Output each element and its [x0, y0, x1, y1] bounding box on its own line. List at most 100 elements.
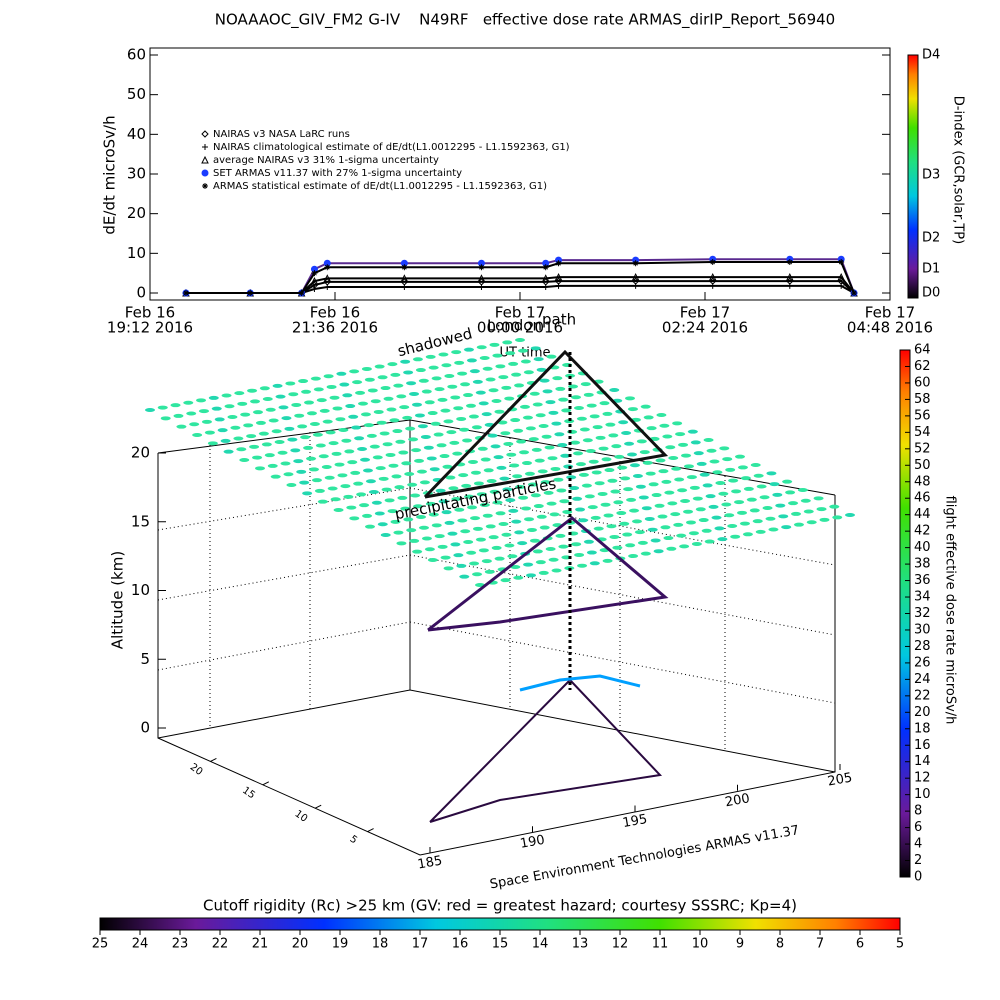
dose-cell: [349, 516, 360, 521]
dose-cell: [477, 446, 488, 451]
dose-cell: [550, 466, 561, 471]
colorbar-tick-label: 15: [492, 937, 509, 952]
dose-cell: [453, 553, 464, 558]
point: [400, 274, 409, 282]
dose-cell: [298, 379, 309, 384]
x-tick-label: Feb 17: [680, 304, 730, 322]
dose-cell: [651, 493, 662, 498]
dose-cell: [532, 549, 543, 554]
dose-cell: [469, 561, 480, 566]
dose-cell: [503, 441, 514, 446]
dose-cell: [258, 431, 269, 436]
dose-cell: [443, 419, 454, 424]
dose-cell: [275, 394, 286, 399]
dose-cell: [472, 572, 483, 577]
dose-cell: [481, 559, 492, 564]
dose-cell: [752, 519, 763, 524]
dose-cell: [513, 428, 524, 433]
dose-cell: [683, 509, 694, 514]
y-tick-label: 10: [127, 244, 146, 262]
dose-cell: [631, 519, 642, 524]
dose-cell: [597, 491, 608, 496]
dose-cell: [693, 451, 704, 456]
dose-cell: [311, 478, 322, 483]
colorbar-tick-label: 26: [914, 655, 931, 670]
dose-cell: [582, 438, 593, 443]
colorbar-tick-label: 5: [896, 937, 904, 952]
point: [632, 282, 639, 289]
dose-cell: [644, 516, 655, 521]
dose-cell: [586, 550, 597, 555]
dose-cell: [466, 550, 477, 555]
dose-cell: [819, 517, 830, 522]
dose-cell: [670, 512, 681, 517]
x-tick-label: 00:00 2016: [477, 319, 563, 337]
dose-cell: [293, 459, 304, 464]
dose-cell: [471, 425, 482, 430]
dose-cell: [665, 445, 676, 450]
colorbar-tick-label: 11: [652, 937, 669, 952]
dose-cell: [495, 364, 506, 369]
dose-cell: [351, 425, 362, 430]
map-grid: [409, 554, 836, 636]
colorbar-tick-label: 7: [816, 937, 824, 952]
dose-cell: [468, 459, 479, 464]
dose-cell: [675, 432, 686, 437]
dose-cell: [312, 432, 323, 437]
dose-cell: [772, 492, 783, 497]
dose-cell: [478, 548, 489, 553]
point: [247, 290, 254, 296]
map-floor-back: [157, 689, 836, 773]
dose-cell: [345, 404, 356, 409]
dose-cell: [495, 511, 506, 516]
dose-cell: [564, 419, 575, 424]
dose-cell: [340, 484, 351, 489]
dose-cell: [735, 454, 745, 459]
dose-cell: [511, 519, 522, 524]
dose-cell: [539, 378, 550, 383]
dose-cell: [605, 422, 616, 427]
dose-cell: [261, 442, 272, 447]
dose-cell: [756, 484, 767, 489]
colorbar-tick-label: 8: [776, 937, 784, 952]
dose-cell: [451, 497, 462, 502]
dose-cell: [227, 415, 238, 420]
colorbar-tick-label: 6: [856, 937, 864, 952]
dose-cell: [504, 543, 515, 548]
colorbar-tick-label: 40: [914, 540, 931, 555]
dose-cell: [433, 432, 444, 437]
dose-cell: [299, 480, 310, 485]
dose-cell: [208, 395, 219, 400]
dose-cell: [575, 462, 586, 467]
dose-cell: [526, 527, 537, 532]
dose-cell: [287, 437, 298, 442]
dose-cell: [701, 528, 712, 533]
dose-cell: [192, 433, 203, 437]
dose-cell: [680, 498, 691, 503]
dindex-colorbar: [907, 54, 919, 299]
dose-cell: [468, 414, 479, 419]
dose-cell: [740, 476, 751, 481]
dose-cell: [755, 529, 766, 534]
rigidity-colorbar-label: Cutoff rigidity (Rc) >25 km (GV: red = g…: [203, 897, 797, 915]
dose-cell: [515, 338, 525, 342]
dose-cell: [688, 531, 699, 536]
flight-path-mid: [427, 516, 669, 632]
dose-cell: [512, 474, 523, 479]
dose-cell: [715, 480, 726, 485]
dose-cell: [549, 512, 560, 517]
dose-cell: [240, 412, 251, 417]
dose-cell: [465, 403, 476, 408]
dose-cell: [731, 489, 742, 494]
z-tick-label: 5: [140, 650, 150, 668]
dose-cell: [800, 498, 811, 503]
dose-cell: [781, 525, 792, 530]
dose-cell: [533, 357, 544, 362]
dose-cell: [613, 500, 624, 505]
dose-cell: [573, 451, 584, 456]
dose-cell: [619, 521, 630, 526]
dose-cell: [366, 433, 377, 438]
colorbar-tick-label: 54: [914, 425, 931, 440]
dose-cell: [607, 478, 618, 483]
point: [298, 290, 305, 296]
